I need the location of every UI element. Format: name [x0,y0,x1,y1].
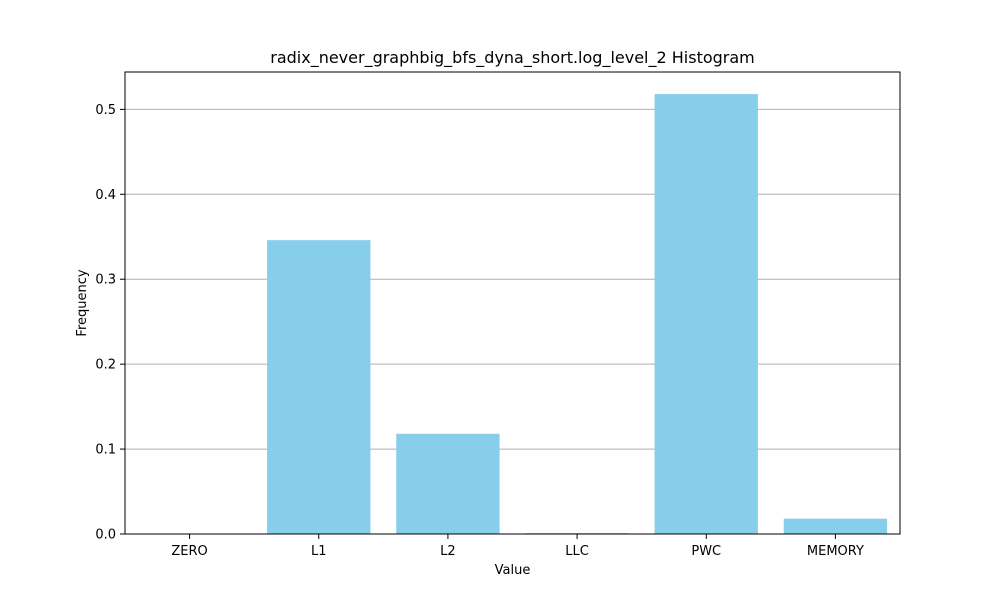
bar-l1 [267,240,371,534]
y-tick-label: 0.0 [95,528,116,543]
y-ticks: 0.0 0.1 0.2 0.3 0.4 0.5 [95,103,125,543]
x-tick-label: PWC [691,544,721,559]
plot-frame [124,71,901,535]
x-tick-label: L1 [311,544,327,559]
bars [267,94,888,535]
bar-pwc [654,94,758,535]
y-axis-label: Frequency [75,269,90,336]
x-tick-label: LLC [565,544,589,559]
y-tick-label: 0.1 [95,443,116,458]
y-tick-label: 0.5 [95,103,116,118]
x-tick-label: ZERO [171,544,207,559]
x-tick-label: L2 [440,544,456,559]
y-tick-label: 0.2 [95,358,116,373]
chart-title: radix_never_graphbig_bfs_dyna_short.log_… [270,48,755,68]
x-axis-label: Value [495,563,531,578]
x-ticks: ZERO L1 L2 LLC PWC MEMORY [171,534,864,559]
y-tick-label: 0.4 [95,188,116,203]
x-tick-label: MEMORY [807,544,864,559]
y-tick-label: 0.3 [95,273,116,288]
bar-memory [783,518,888,534]
bar-l2 [396,433,500,534]
grid-lines [125,108,900,535]
